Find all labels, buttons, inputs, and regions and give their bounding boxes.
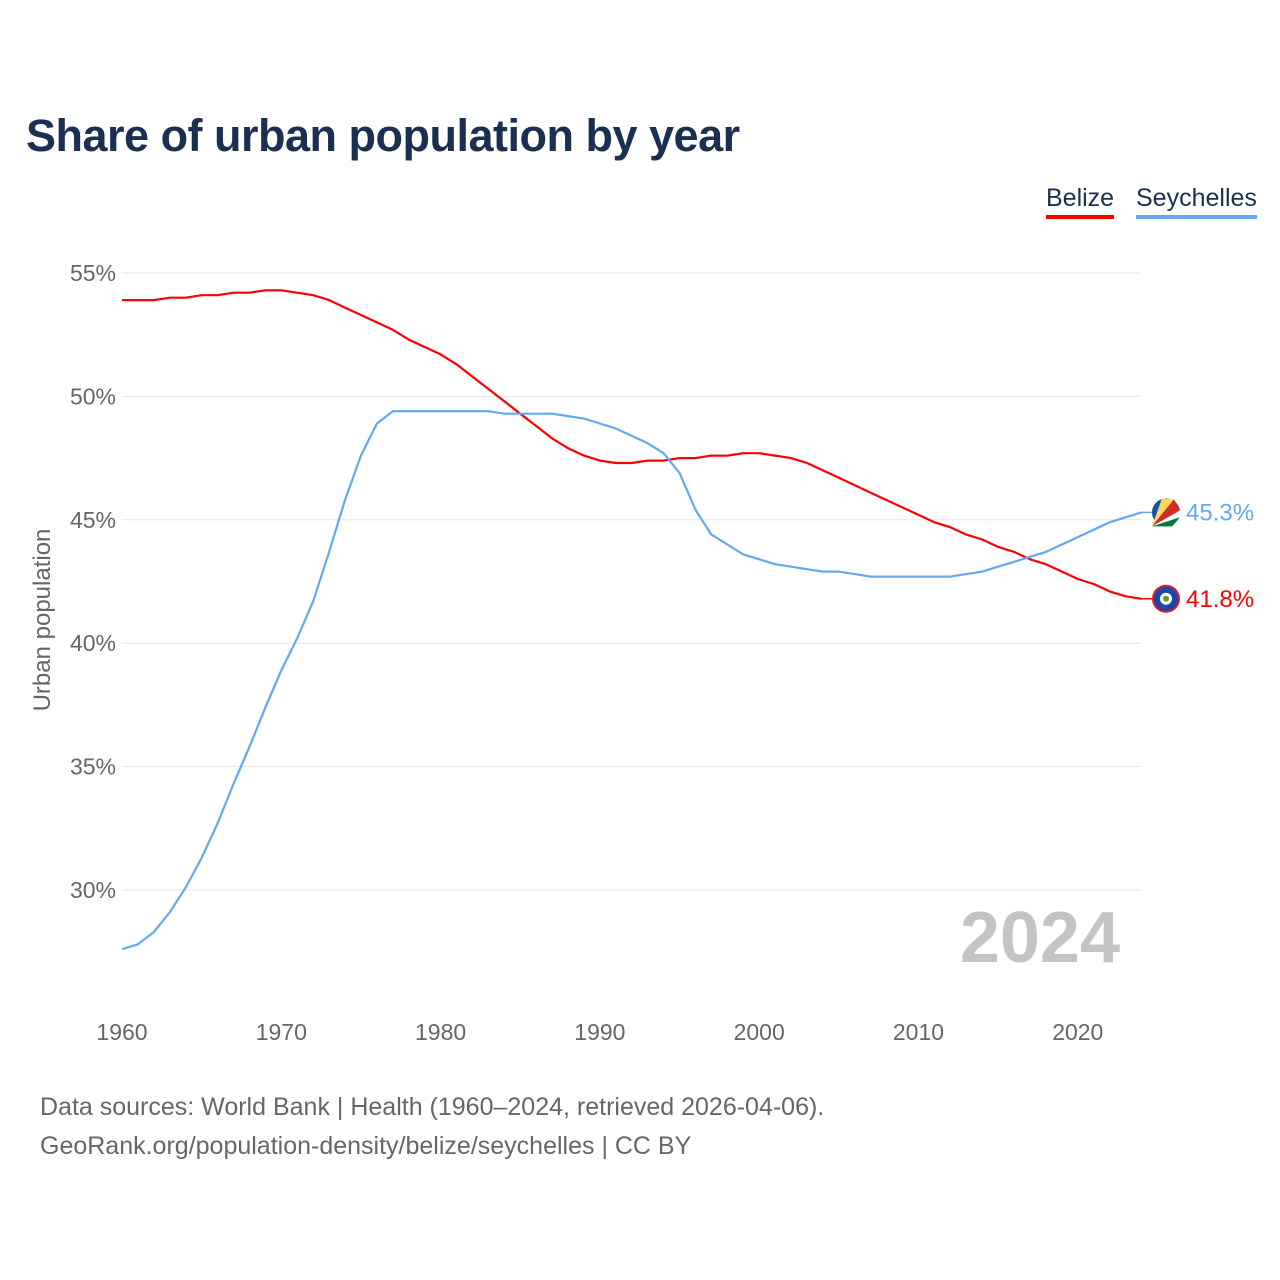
- legend-belize[interactable]: Belize: [1046, 184, 1115, 219]
- y-tick-label: 40%: [70, 630, 116, 656]
- source-link[interactable]: GeoRank.org/population-density/belize/se…: [40, 1132, 692, 1160]
- seychelles-flag-yellow: [1152, 498, 1174, 527]
- x-tick-label: 1990: [574, 1019, 625, 1045]
- end-value-label: 45.3%: [1186, 499, 1254, 526]
- y-tick-label: 55%: [70, 260, 116, 286]
- y-tick-label: 45%: [70, 507, 116, 533]
- legend-seychelles[interactable]: Seychelles: [1136, 184, 1257, 219]
- series-line-belize: [122, 289, 1142, 600]
- x-tick-label: 1960: [96, 1019, 147, 1045]
- x-tick-label: 2000: [734, 1019, 785, 1045]
- seychelles-flag-green: [1152, 517, 1180, 527]
- x-tick-label: 1980: [415, 1019, 466, 1045]
- y-axis-label: Urban population: [29, 529, 56, 712]
- footer: Data sources: World Bank | Health (1960–…: [40, 1088, 824, 1166]
- y-tick-label: 30%: [70, 877, 116, 903]
- y-tick-label: 50%: [70, 383, 116, 409]
- seychelles-flag-red: [1152, 499, 1180, 527]
- end-value-label: 41.8%: [1186, 586, 1254, 613]
- seychelles-flag-white: [1152, 510, 1180, 527]
- year-watermark: 2024: [960, 898, 1120, 978]
- data-source-text: Data sources: World Bank | Health (1960–…: [40, 1093, 825, 1121]
- series-line-seychelles: [121, 410, 1142, 951]
- x-tick-label: 1970: [256, 1019, 307, 1045]
- chart-title: Share of urban population by year: [26, 110, 740, 161]
- y-tick-label: 35%: [70, 754, 116, 780]
- x-tick-label: 2010: [893, 1019, 944, 1045]
- x-tick-label: 2020: [1052, 1019, 1103, 1045]
- belize-flag-emblem-center: [1163, 595, 1169, 602]
